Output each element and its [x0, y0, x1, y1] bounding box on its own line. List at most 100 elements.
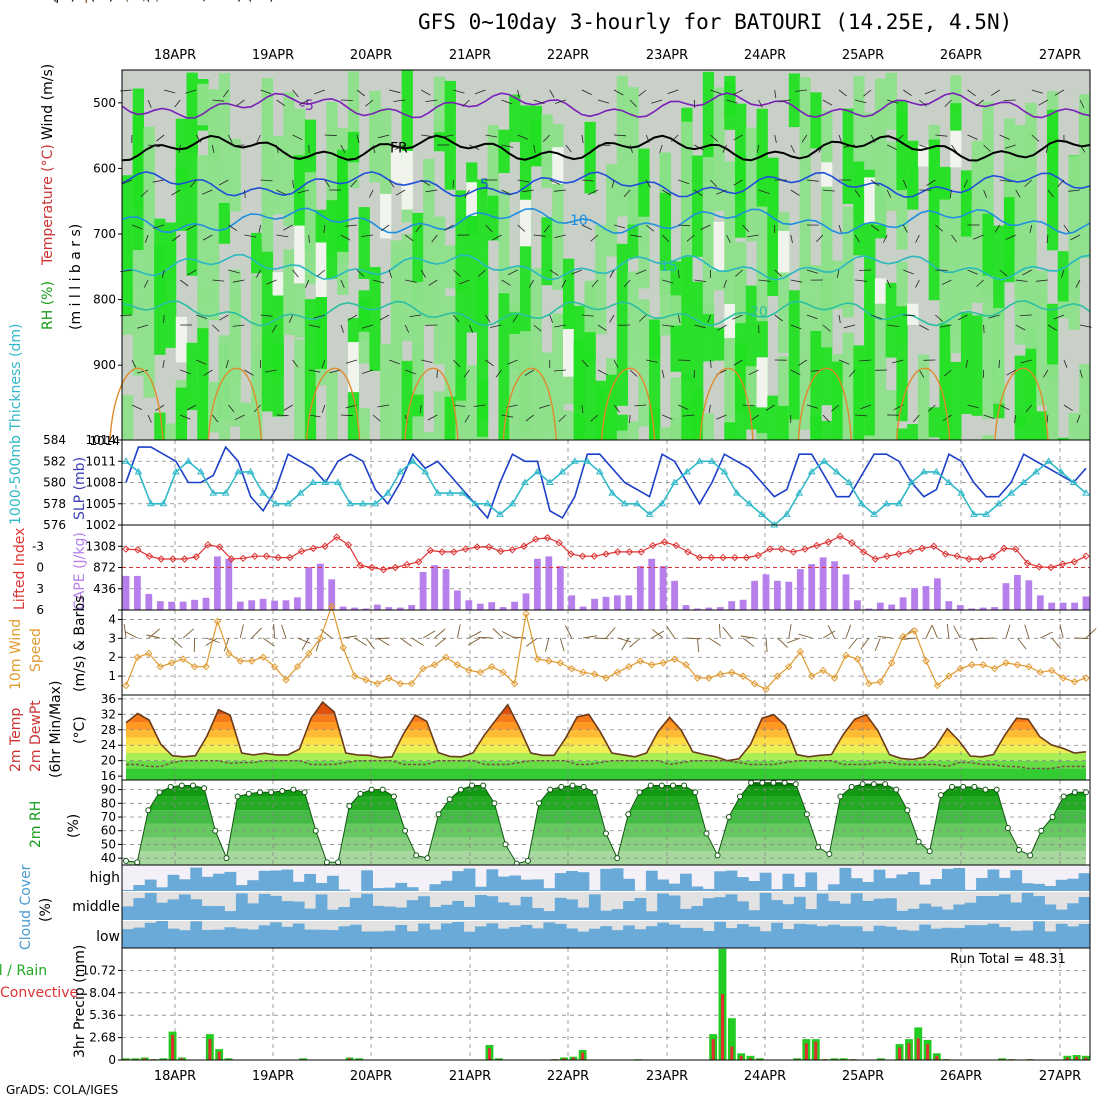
wind-barb: [740, 635, 755, 639]
rh-marker: [156, 789, 163, 796]
rh-dry-cell: [380, 193, 392, 239]
wind-barb: [425, 99, 438, 102]
thickness-marker: [433, 489, 442, 496]
top-date-label: 27APR: [1039, 48, 1081, 63]
wind-barb: [276, 189, 287, 196]
li-marker: [1023, 559, 1032, 567]
rh-cell: [821, 152, 833, 321]
thickness-marker: [795, 489, 804, 496]
cape-bar: [328, 579, 336, 610]
wind-barb: [388, 179, 395, 188]
wind-barb: [677, 314, 681, 323]
rh-cell: [960, 170, 973, 237]
cape-bar: [659, 566, 667, 610]
rh-cell: [638, 299, 650, 350]
cape-bar: [1082, 596, 1090, 610]
cloud-cell: [156, 887, 168, 891]
boundary-contour: [207, 367, 263, 441]
cloud-cell: [486, 869, 499, 891]
temp-bands: [126, 702, 1086, 780]
wind-barb: [623, 279, 631, 288]
wind-barb: [152, 224, 165, 229]
millibars-axis-label: (m i l l i b a r s): [68, 224, 84, 330]
wind-marker: [945, 672, 953, 680]
wind-marker: [636, 657, 644, 665]
wind-barb: [710, 179, 718, 188]
wind-barb: [485, 134, 498, 138]
wind-barb: [244, 369, 254, 376]
wind-barb: [211, 144, 215, 153]
dewpoint-line: [126, 760, 1086, 770]
rh-cell: [702, 413, 715, 440]
rh-cell: [154, 218, 166, 355]
cape-bar: [648, 558, 656, 610]
wind-marker: [1070, 678, 1079, 686]
cloud-cell: [224, 927, 237, 948]
wind-barb: [354, 637, 367, 646]
rh-dry-cell: [864, 177, 876, 224]
wind-barb: [164, 89, 176, 94]
rh-cell: [627, 271, 639, 370]
wind-barb: [1005, 624, 1011, 639]
wind-barb: [239, 624, 244, 639]
wind-barb: [1059, 624, 1064, 639]
li-marker: [1035, 563, 1043, 571]
wind-barb: [525, 637, 538, 647]
li-marker: [941, 550, 950, 558]
wind-barb: [517, 134, 528, 140]
wind-marker: [270, 662, 279, 671]
wind-barb: [179, 279, 189, 287]
wind-barb: [281, 624, 287, 639]
wind-marker: [1048, 666, 1056, 675]
wind-barb: [806, 269, 819, 274]
cloud-cell: [919, 903, 931, 920]
li-marker: [813, 541, 821, 550]
cloud-cell: [520, 896, 533, 920]
rh-cell: [509, 266, 521, 332]
cloud-cell: [680, 927, 692, 948]
rh-marker: [703, 830, 710, 837]
cloud-cell: [976, 896, 988, 920]
wind-barb: [388, 269, 392, 278]
rh-cell: [326, 371, 338, 440]
rh-cell: [390, 253, 403, 343]
wind-marker: [1025, 662, 1033, 671]
wind-barb: [718, 623, 721, 639]
wind-barb: [822, 324, 831, 332]
wind-barb: [350, 179, 358, 188]
wind-barb: [990, 89, 1000, 96]
cloud-cell: [247, 903, 260, 920]
rh-cell: [240, 405, 252, 440]
precip-conv-bar: [562, 1058, 566, 1060]
cloud-cell: [475, 886, 487, 891]
rh-cell: [659, 270, 672, 336]
wind-barb: [144, 234, 149, 243]
rh-marker: [502, 841, 509, 848]
rh-cell: [885, 141, 897, 211]
rh-marker: [402, 827, 409, 834]
wind-barb: [136, 324, 149, 329]
wind-barb: [716, 189, 727, 195]
thickness-marker: [595, 467, 604, 475]
cloud-cell: [554, 923, 567, 948]
wind-barb: [778, 99, 791, 102]
wind-barb: [662, 189, 672, 196]
pressure-tick-label: 800: [93, 293, 116, 307]
wind-barb: [258, 224, 261, 233]
cape-bar: [739, 599, 747, 610]
wind-barb: [983, 324, 985, 334]
wind-barb: [180, 369, 191, 375]
rh-marker: [190, 782, 196, 789]
wind-barb: [915, 279, 920, 288]
cloud-cell: [133, 898, 146, 920]
rh-cell: [853, 75, 865, 214]
wind-barb: [1015, 324, 1026, 331]
rh-cell: [659, 192, 672, 295]
rh-cell: [584, 332, 596, 440]
precip-total-bar: [746, 1055, 755, 1060]
li-marker: [672, 541, 680, 550]
wind-barb: [806, 179, 819, 182]
li-marker: [496, 547, 505, 555]
li-line: [125, 535, 1087, 571]
wind-barb: [860, 637, 870, 650]
